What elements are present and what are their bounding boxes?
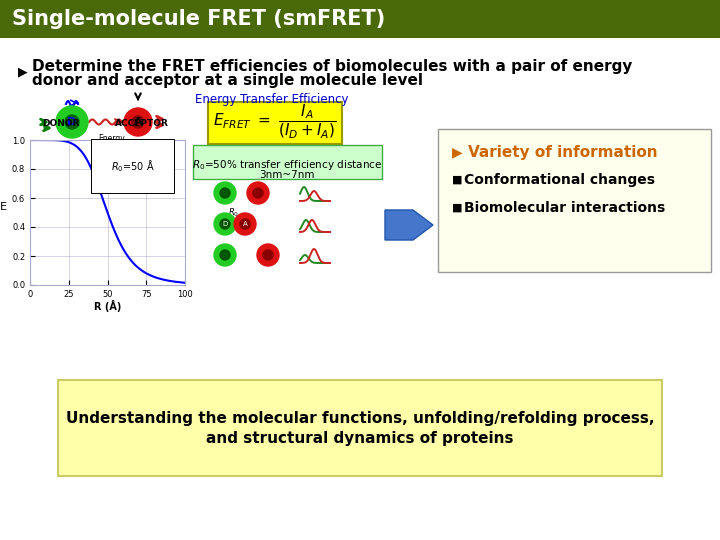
Text: DONOR: DONOR	[42, 118, 80, 127]
FancyBboxPatch shape	[58, 380, 662, 476]
Circle shape	[263, 250, 273, 260]
Text: $R_0$=50 Å: $R_0$=50 Å	[111, 158, 154, 174]
Text: $R_0$=50% transfer efficiency distance: $R_0$=50% transfer efficiency distance	[192, 158, 382, 172]
Text: $E_{FRET}\ =\ \dfrac{I_A}{(I_D + I_A)}$: $E_{FRET}\ =\ \dfrac{I_A}{(I_D + I_A)}$	[213, 102, 337, 140]
Text: Variety of information: Variety of information	[468, 145, 657, 159]
Circle shape	[257, 244, 279, 266]
Circle shape	[132, 116, 144, 128]
Circle shape	[214, 244, 236, 266]
Circle shape	[240, 219, 250, 229]
Circle shape	[214, 182, 236, 204]
Text: ▶: ▶	[452, 145, 463, 159]
Text: Energy
Transfer: Energy Transfer	[96, 134, 127, 153]
Text: D: D	[222, 221, 228, 227]
Text: Biomolecular interactions: Biomolecular interactions	[464, 201, 665, 215]
Text: Conformational changes: Conformational changes	[464, 173, 655, 187]
FancyBboxPatch shape	[438, 129, 711, 272]
FancyArrow shape	[385, 210, 433, 240]
Circle shape	[220, 250, 230, 260]
Circle shape	[56, 106, 88, 138]
Bar	[0, 0, 720, 38]
Text: donor and acceptor at a single molecule level: donor and acceptor at a single molecule …	[32, 73, 423, 89]
Circle shape	[220, 188, 230, 198]
Circle shape	[65, 115, 79, 129]
Text: and structural dynamics of proteins: and structural dynamics of proteins	[206, 430, 514, 445]
Text: ACCEPTOR: ACCEPTOR	[115, 118, 169, 127]
Circle shape	[247, 182, 269, 204]
Y-axis label: E: E	[0, 202, 7, 213]
Text: A: A	[134, 117, 143, 127]
FancyBboxPatch shape	[193, 145, 382, 179]
Text: D: D	[68, 117, 76, 127]
Circle shape	[234, 213, 256, 235]
Text: ■: ■	[452, 175, 462, 185]
FancyBboxPatch shape	[208, 102, 342, 144]
Circle shape	[253, 188, 263, 198]
Text: Determine the FRET efficiencies of biomolecules with a pair of energy: Determine the FRET efficiencies of biomo…	[32, 58, 632, 73]
X-axis label: R (Å): R (Å)	[94, 300, 121, 312]
Circle shape	[214, 213, 236, 235]
Text: A: A	[243, 221, 248, 227]
Text: 3nm~7nm: 3nm~7nm	[259, 170, 315, 180]
Text: $R_0$: $R_0$	[228, 206, 240, 219]
Text: Single-molecule FRET (smFRET): Single-molecule FRET (smFRET)	[12, 9, 385, 29]
Circle shape	[220, 219, 230, 229]
Circle shape	[124, 108, 152, 136]
Text: ▶: ▶	[18, 65, 27, 78]
Text: Energy Transfer Efficiency: Energy Transfer Efficiency	[195, 93, 348, 106]
Text: Understanding the molecular functions, unfolding/refolding process,: Understanding the molecular functions, u…	[66, 410, 654, 426]
Text: ■: ■	[452, 203, 462, 213]
